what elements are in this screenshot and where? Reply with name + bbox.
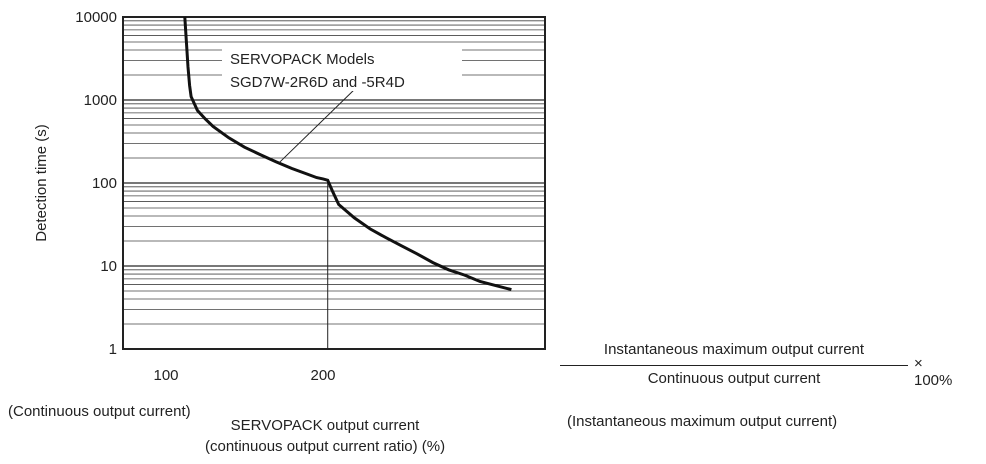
x-axis-label: SERVOPACK output current bbox=[230, 417, 420, 434]
y-tick-label: 10000 bbox=[75, 9, 117, 26]
below-label-continuous: (Continuous output current) bbox=[8, 403, 191, 420]
formula-multiplier: × 100% bbox=[914, 355, 953, 389]
annotation-line-1: SERVOPACK Models bbox=[230, 51, 375, 68]
y-tick-label: 100 bbox=[92, 175, 117, 192]
ratio-formula: Instantaneous maximum output current Con… bbox=[560, 341, 952, 389]
grid-lines bbox=[123, 16, 545, 350]
annotation-leader-line bbox=[278, 86, 358, 164]
y-tick-label: 1 bbox=[109, 341, 117, 358]
detection-curve bbox=[183, 16, 512, 292]
x-tick-label: 100 bbox=[153, 367, 178, 384]
x-tick-label: 200 bbox=[310, 367, 335, 384]
y-axis-label: Detection time (s) bbox=[33, 124, 50, 242]
y-tick-labels: 10000 1000 100 10 1 bbox=[75, 9, 117, 358]
below-label-instantaneous: (Instantaneous maximum output current) bbox=[567, 413, 838, 430]
annotation-background bbox=[222, 47, 462, 91]
formula-denominator: Continuous output current bbox=[647, 370, 821, 387]
y-tick-label: 1000 bbox=[84, 92, 117, 109]
plot-frame bbox=[122, 16, 546, 350]
x-tick-labels: 100 200 bbox=[153, 367, 335, 384]
formula-numerator: Instantaneous maximum output current bbox=[603, 341, 865, 358]
x-axis-label-line-2: (continuous output current ratio) (%) bbox=[205, 438, 446, 455]
y-tick-label: 10 bbox=[100, 258, 117, 275]
annotation-line-2: SGD7W-2R6D and -5R4D bbox=[230, 74, 405, 91]
formula-fraction-bar bbox=[560, 365, 908, 366]
